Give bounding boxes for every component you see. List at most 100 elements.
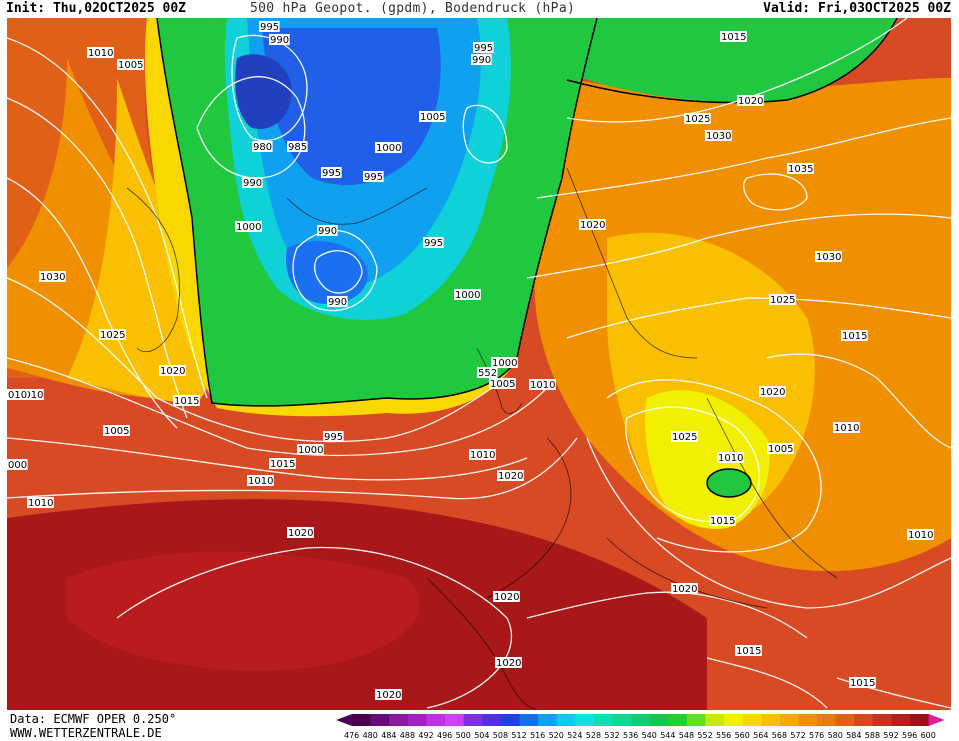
isobar-label: 1020: [159, 365, 186, 377]
isobar-label-text: 1025: [685, 114, 710, 125]
isobar-label-text: 1020: [288, 528, 313, 539]
scale-swatch: [649, 714, 669, 726]
color-scale-labels: 476 480 484 488 492 496 500 504 508 512 516 520 524 5…: [344, 731, 936, 740]
isobar-label: 1020: [287, 527, 314, 539]
isobar-label-text: 1010: [834, 423, 859, 434]
isobar-label-text: 1030: [40, 272, 65, 283]
isobar-label: 990: [317, 225, 338, 237]
isobar-label: 995: [321, 167, 342, 179]
isobar-label: 1030: [39, 271, 66, 283]
scale-swatch: [519, 714, 539, 726]
color-scale-swatches: [336, 714, 945, 726]
isobar-label: 1020: [671, 583, 698, 595]
isobar-label: 1010: [469, 449, 496, 461]
scale-swatch: [556, 714, 576, 726]
isobar-label-text: 1005: [420, 112, 445, 123]
isobar-label: 010: [7, 389, 28, 401]
isobar-label: 1005: [103, 425, 130, 437]
isobar-label-text: 1020: [580, 220, 605, 231]
isobar-label-text: 995: [424, 238, 443, 249]
isobar-label: 1020: [737, 95, 764, 107]
field-deep-blue: [235, 54, 292, 129]
scale-swatch: [854, 714, 874, 726]
header-bar: Init: Thu,02OCT2025 00Z 500 hPa Geopot. …: [0, 0, 959, 18]
isobar-label-text: 995: [322, 168, 341, 179]
isobar-label-text: 1000: [376, 143, 401, 154]
field-blue-low: [286, 240, 368, 304]
scale-label: 568: [772, 731, 787, 740]
isobar-labels: 1010100599599099599010151020102510301005…: [7, 21, 934, 701]
isobar-label-text: 1010: [248, 476, 273, 487]
isobar-label-text: 1020: [760, 387, 785, 398]
isobar-label-text: 995: [260, 22, 279, 33]
scale-label: 564: [753, 731, 768, 740]
scale-swatch: [370, 714, 390, 726]
isobar-label: 995: [363, 171, 384, 183]
isobar-label: 995: [259, 21, 280, 33]
isobar-label: 1000: [297, 444, 324, 456]
scale-label: 592: [883, 731, 898, 740]
scale-swatch: [352, 714, 372, 726]
scale-swatch: [593, 714, 613, 726]
isobar-label-text: 1030: [816, 252, 841, 263]
scale-label: 524: [567, 731, 582, 740]
isobar-label: 1005: [117, 59, 144, 71]
isobar-label: 1025: [684, 113, 711, 125]
scale-label: 512: [511, 731, 526, 740]
isobar-label-text: 1020: [494, 592, 519, 603]
isobar-label: 1005: [489, 378, 516, 390]
isobar-label-text: 1010: [530, 380, 555, 391]
isobar-label-text: 1015: [710, 516, 735, 527]
isobar-label: 995: [323, 431, 344, 443]
scale-swatch: [463, 714, 483, 726]
scale-label: 484: [381, 731, 396, 740]
scale-label: 572: [790, 731, 805, 740]
scale-swatch: [575, 714, 595, 726]
isobar-label-text: 995: [324, 432, 343, 443]
isobar-label-text: 000: [8, 460, 27, 471]
scale-label: 588: [865, 731, 880, 740]
scale-label: 488: [400, 731, 415, 740]
isobar-label-text: 1020: [498, 471, 523, 482]
isobar-label-text: 1015: [842, 331, 867, 342]
isobar-label-text: 552: [478, 368, 497, 379]
isobar-label-text: 1020: [738, 96, 763, 107]
scale-label: 480: [363, 731, 378, 740]
scale-label: 536: [623, 731, 638, 740]
isobar-label-text: 990: [328, 297, 347, 308]
scale-label: 548: [679, 731, 694, 740]
isobar-label: 1005: [419, 111, 446, 123]
isobar-label-text: 990: [472, 55, 491, 66]
scale-swatch: [407, 714, 427, 726]
isobar-label: 990: [242, 177, 263, 189]
scale-label: 528: [586, 731, 601, 740]
isobar-label: 1010: [833, 422, 860, 434]
isobar-label-text: 1015: [721, 32, 746, 43]
isobar-label: 1000: [454, 289, 481, 301]
isobar-label: 1010: [907, 529, 934, 541]
isobar-label-text: 1010: [18, 390, 43, 401]
scale-label: 520: [549, 731, 564, 740]
isobar-label: 1025: [671, 431, 698, 443]
field-green-north: [567, 18, 897, 103]
scale-label: 552: [697, 731, 712, 740]
isobar-label-text: 1000: [236, 222, 261, 233]
valid-time: Valid: Fri,03OCT2025 00Z: [763, 1, 951, 16]
scale-label: 516: [530, 731, 545, 740]
scale-label: 504: [474, 731, 489, 740]
isobar-label: 985: [287, 141, 308, 153]
isobar-label-text: 980: [253, 142, 272, 153]
isobar-label-text: 1000: [298, 445, 323, 456]
scale-swatch: [668, 714, 688, 726]
isobar-label: 1015: [173, 395, 200, 407]
color-scale: 476 480 484 488 492 496 500 504 508 512 516 520 524 5…: [336, 714, 945, 740]
isobar-label-text: 995: [474, 43, 493, 54]
isobar-label-text: 990: [270, 35, 289, 46]
isobar-label-text: 985: [288, 142, 307, 153]
scale-label: 600: [921, 731, 936, 740]
isobar-label: 1030: [705, 130, 732, 142]
scale-swatch: [817, 714, 837, 726]
isobar-label-text: 1015: [270, 459, 295, 470]
scale-label: 496: [437, 731, 452, 740]
isobar-label-text: 1025: [672, 432, 697, 443]
